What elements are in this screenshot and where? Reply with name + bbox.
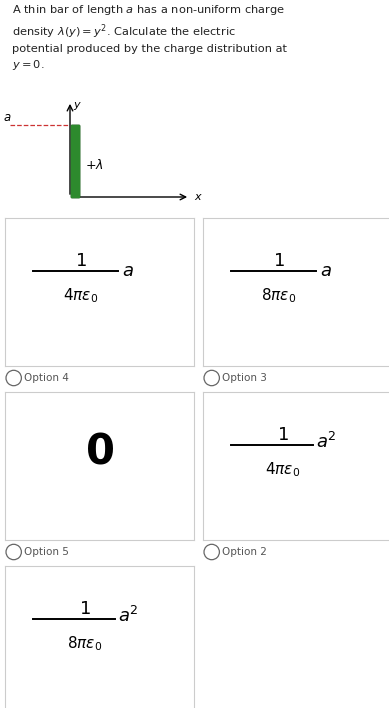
Text: Option 3: Option 3 [223,373,267,383]
Text: $y$: $y$ [73,100,82,112]
Text: $+\lambda$: $+\lambda$ [85,158,103,171]
Text: Option 5: Option 5 [25,547,69,557]
Text: $\mathbf{0}$: $\mathbf{0}$ [85,430,114,472]
Text: $4\pi\varepsilon_0$: $4\pi\varepsilon_0$ [265,460,300,479]
Text: $8\pi\varepsilon_0$: $8\pi\varepsilon_0$ [67,634,102,653]
Text: A thin bar of length $a$ has a non-uniform charge
density $\lambda(y) = y^2$. Ca: A thin bar of length $a$ has a non-unifo… [12,3,287,72]
Text: $a$: $a$ [320,262,332,280]
Text: $a$: $a$ [3,110,11,124]
Circle shape [6,370,21,386]
Text: $1$: $1$ [277,426,288,444]
Text: Option 2: Option 2 [223,547,267,557]
Text: $x$: $x$ [194,192,203,202]
Text: $1$: $1$ [75,252,86,270]
Circle shape [204,370,219,386]
Text: $a^2$: $a^2$ [316,433,337,452]
Text: $a^2$: $a^2$ [118,606,139,627]
Circle shape [6,544,21,560]
Text: $1$: $1$ [273,252,284,270]
Text: $4\pi\varepsilon_0$: $4\pi\varepsilon_0$ [63,286,98,304]
Bar [70,125,79,197]
Text: Option 4: Option 4 [25,373,69,383]
Text: $8\pi\varepsilon_0$: $8\pi\varepsilon_0$ [261,286,296,304]
Bar [72,125,79,197]
Circle shape [204,544,219,560]
Text: $1$: $1$ [79,600,90,618]
Text: $a$: $a$ [122,262,134,280]
Bar [72,125,79,197]
